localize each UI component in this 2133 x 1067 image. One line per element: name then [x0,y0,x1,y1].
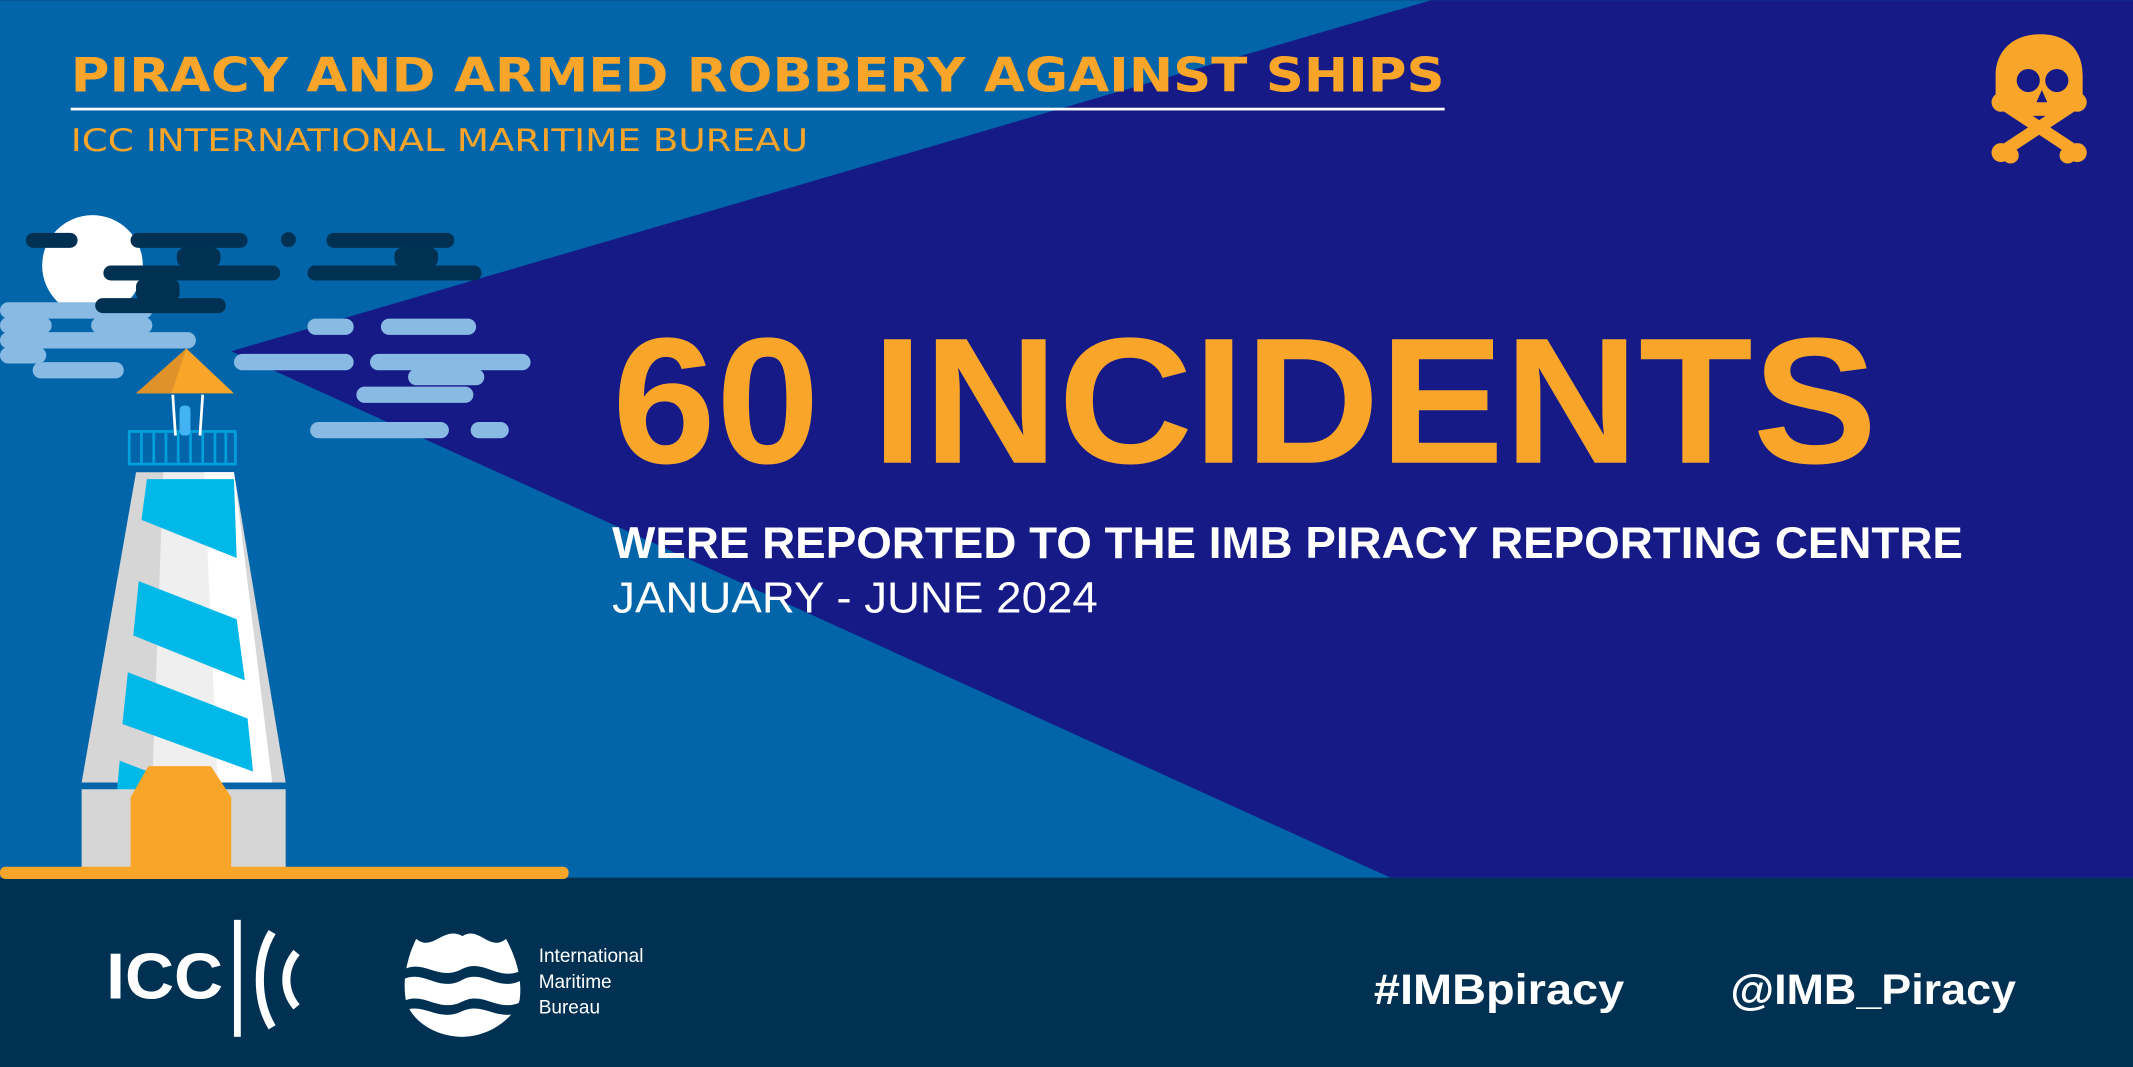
page-subtitle: ICC INTERNATIONAL MARITIME BUREAU [71,123,808,159]
svg-text:Bureau: Bureau [539,998,600,1019]
incident-count-headline: 60 INCIDENTS [612,301,1877,502]
hashtag-link[interactable]: #IMBpiracy [1374,966,1625,1013]
lighthouse-illustration [81,348,286,871]
svg-text:ICC: ICC [106,940,223,1013]
report-period: JANUARY - JUNE 2024 [612,574,1098,622]
lighthouse-door [130,766,232,871]
svg-text:International: International [539,946,644,967]
night-sky-illustration [0,215,531,439]
report-description: WERE REPORTED TO THE IMB PIRACY REPORTIN… [612,517,1963,568]
imb-logo: International Maritime Bureau [402,933,644,1037]
footer-bar [0,879,2133,1067]
svg-text:Maritime: Maritime [539,972,612,993]
light-beam [231,0,2133,878]
icc-logo: ICC [106,919,300,1037]
skull-and-crossbones-icon [1991,34,2087,164]
twitter-handle-link[interactable]: @IMB_Piracy [1730,966,2016,1013]
page-title: PIRACY AND ARMED ROBBERY AGAINST SHIPS [71,48,1445,103]
ground-line [0,866,569,880]
title-divider [70,107,1445,111]
